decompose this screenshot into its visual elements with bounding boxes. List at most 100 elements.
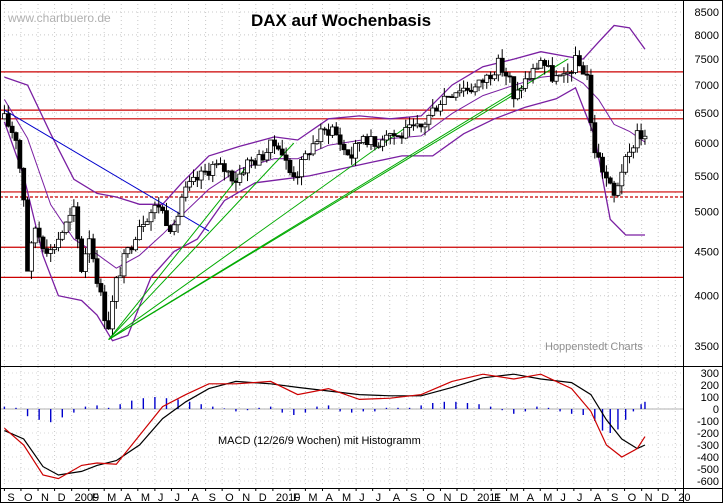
candle-body (526, 78, 532, 80)
x-tick-label: N (645, 492, 653, 503)
candle-body (140, 224, 146, 227)
candle-body (326, 129, 331, 136)
candle-body (275, 145, 281, 150)
candle-body (588, 74, 594, 124)
trend-lines (4, 58, 569, 341)
x-tick-label: J (376, 492, 382, 503)
candle-body (337, 134, 343, 145)
candle-body (634, 130, 640, 149)
y-tick-label: 3500 (695, 341, 719, 353)
candle-body (576, 55, 582, 67)
macd-y-tick-label: 0 (713, 404, 719, 416)
candle-body (36, 227, 42, 238)
candle-body (191, 176, 196, 183)
candle-body (206, 170, 212, 176)
x-tick-label: D (58, 492, 66, 503)
candle-body (569, 71, 575, 74)
candle-body (368, 136, 374, 145)
macd-y-tick-label: 300 (701, 368, 719, 380)
candle-body (252, 160, 258, 166)
candle-body (295, 176, 301, 179)
candle-body (492, 74, 497, 80)
candle-body (32, 227, 38, 244)
candle-body (603, 171, 609, 179)
candle-body (638, 130, 644, 140)
candle-body (129, 247, 135, 251)
candle-body (434, 107, 439, 112)
candle-body (519, 87, 524, 91)
candle-body (117, 275, 123, 279)
watermark: www.chartbuero.de (7, 11, 111, 25)
candle-body (453, 92, 459, 98)
candle-body (600, 156, 605, 173)
candle-body (330, 126, 335, 136)
candle-body (468, 89, 474, 93)
candle-body (98, 283, 104, 293)
candle-body (584, 73, 590, 76)
candle-body (248, 159, 254, 162)
x-tick-label: A (124, 492, 132, 503)
candle-body (553, 75, 559, 82)
x-tick-label: J (560, 492, 566, 503)
candle-body (619, 171, 625, 187)
x-tick-label: J (158, 492, 164, 503)
candle-body (353, 143, 358, 159)
candle-body (106, 320, 111, 330)
candle-body (198, 170, 204, 181)
bollinger-middle-line (3, 73, 646, 269)
candle-body (461, 87, 467, 92)
candle-body (56, 238, 61, 248)
candle-body (256, 154, 262, 166)
weekly-candles (2, 46, 648, 335)
y-tick-label: 4000 (695, 291, 719, 303)
candle-body (314, 141, 320, 145)
candle-body (29, 242, 34, 272)
candle-body (360, 136, 366, 144)
x-tick-label: 20 (678, 492, 690, 503)
chart-title: DAX auf Wochenbasis (251, 11, 431, 30)
candle-body (615, 185, 621, 196)
macd-line (4, 373, 646, 476)
x-tick-label: 2009 (75, 492, 99, 503)
candle-body (418, 123, 424, 128)
candle-body (67, 214, 73, 223)
candle-body (260, 154, 266, 161)
candle-body (102, 291, 108, 322)
candle-body (530, 68, 536, 79)
candle-body (565, 71, 571, 75)
x-tick-label: M (543, 492, 552, 503)
candle-body (40, 236, 46, 250)
x-tick-label: A (594, 492, 602, 503)
candle-body (534, 67, 540, 70)
candle-body (48, 249, 54, 254)
candle-body (611, 182, 617, 196)
x-tick-label: S (7, 492, 14, 503)
x-tick-label: A (527, 492, 535, 503)
x-tick-label: J (359, 492, 365, 503)
candle-body (110, 301, 115, 330)
candle-body (237, 173, 243, 183)
candle-body (384, 134, 389, 141)
x-tick-label: A (192, 492, 200, 503)
x-tick-label: O (24, 492, 33, 503)
candle-body (164, 210, 169, 227)
axes: 3500 4000 4500 5000 5500 6000 6500 7000 7500 8000… (3, 7, 719, 503)
x-tick-label: D (259, 492, 267, 503)
candle-body (160, 206, 166, 212)
candle-body (549, 65, 555, 82)
candle-body (179, 196, 185, 217)
candle-body (9, 125, 15, 133)
candle-body (522, 78, 528, 89)
candle-body (357, 142, 362, 145)
y-tick-label: 5500 (695, 171, 719, 183)
candle-body (21, 167, 27, 201)
candle-body (125, 247, 131, 255)
candle-body (422, 123, 428, 128)
candle-body (86, 238, 92, 255)
macd-y-tick-label: 200 (701, 380, 719, 392)
macd-label: MACD (12/26/9 Wochen) mit Histogramm (218, 435, 421, 447)
candle-body (561, 73, 567, 76)
x-tick-label: N (242, 492, 250, 503)
candle-body (221, 163, 227, 172)
